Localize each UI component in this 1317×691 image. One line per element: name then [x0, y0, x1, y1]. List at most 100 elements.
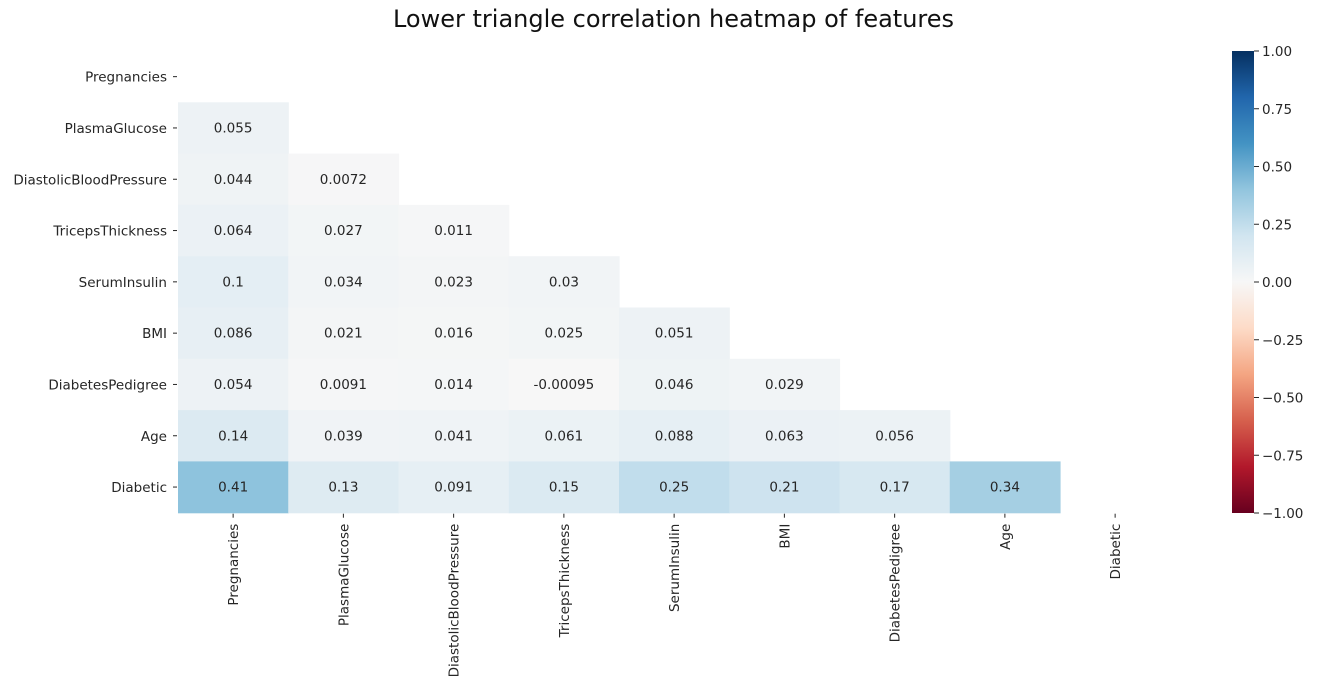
heatmap-cell-diastolicbloodpressure-pregnancies [178, 153, 289, 206]
cell-value-label: 0.014 [434, 377, 473, 393]
heatmap-cell-diabetic-tricepsthickness [508, 461, 620, 514]
cell-value-label: 0.17 [880, 480, 910, 496]
x-tick-label-plasmaglucose: PlasmaGlucose [336, 524, 352, 626]
heatmap-cell-diabetic-diastolicbloodpressure [398, 461, 510, 514]
heatmap-cell-diabetespedigree-bmi [729, 358, 841, 411]
heatmap-cell-seruminsulin-pregnancies [178, 256, 289, 309]
heatmap-cell-bmi-diastolicbloodpressure [398, 307, 510, 360]
cell-value-label: 0.14 [218, 428, 248, 444]
cell-value-label: 0.061 [545, 428, 584, 444]
colorbar-tick-label: 0.25 [1262, 217, 1292, 233]
heatmap-cell-age-tricepsthickness [508, 410, 620, 462]
cell-value-label: 0.0072 [320, 172, 367, 188]
heatmap-cell-diabetespedigree-pregnancies [178, 358, 289, 411]
heatmap-cell-tricepsthickness-diastolicbloodpressure [398, 204, 510, 257]
heatmap-cells: 0.055 0.044 0.0072 0.064 0.027 0.011 0.1 0.034 0… [178, 102, 1061, 514]
cell-value-label: 0.34 [990, 480, 1020, 496]
cell-value-label: 0.027 [324, 223, 363, 239]
cell-value-label: 0.021 [324, 326, 363, 342]
heatmap-cell-diabetespedigree-plasmaglucose [288, 358, 400, 411]
cell-value-label: 0.064 [214, 223, 253, 239]
x-tick-label-seruminsulin: SerumInsulin [667, 524, 683, 612]
heatmap-cell-age-diabetespedigree [839, 410, 951, 462]
cell-value-label: 0.025 [545, 326, 584, 342]
heatmap-cell-age-diastolicbloodpressure [398, 410, 510, 462]
cell-value-label: 0.41 [218, 480, 248, 496]
x-tick-label-bmi: BMI [777, 524, 793, 549]
cell-value-label: 0.0091 [320, 377, 367, 393]
heatmap-cell-tricepsthickness-plasmaglucose [288, 204, 400, 257]
cell-value-label: 0.13 [328, 480, 358, 496]
y-tick-label-seruminsulin: SerumInsulin [79, 275, 167, 291]
cell-value-label: 0.041 [434, 428, 473, 444]
heatmap-cell-diabetespedigree-tricepsthickness [508, 358, 620, 411]
cell-value-label: 0.046 [655, 377, 694, 393]
heatmap-cell-diabetic-bmi [729, 461, 841, 514]
heatmap-cell-diabetic-seruminsulin [619, 461, 730, 514]
cell-value-label: 0.091 [434, 480, 473, 496]
colorbar-tick-label: −1.00 [1262, 506, 1303, 522]
heatmap-cell-diabetic-diabetespedigree [839, 461, 951, 514]
colorbar-tick-label: 1.00 [1262, 44, 1292, 60]
cell-value-label: 0.03 [549, 274, 579, 290]
heatmap-cell-seruminsulin-tricepsthickness [508, 256, 620, 309]
colorbar-tick-label: −0.50 [1262, 391, 1303, 407]
heatmap-cell-bmi-seruminsulin [619, 307, 730, 360]
cell-value-label: 0.063 [765, 428, 804, 444]
colorbar-tick-label: −0.25 [1262, 333, 1303, 349]
x-axis-tick-labels: Pregnancies PlasmaGlucose DiastolicBloodPr… [226, 513, 1124, 678]
heatmap-cell-age-pregnancies [178, 410, 289, 462]
cell-value-label: 0.086 [214, 326, 253, 342]
cell-value-label: 0.054 [214, 377, 253, 393]
y-tick-label-tricepsthickness: TricepsThickness [52, 224, 167, 240]
cell-value-label: -0.00095 [534, 377, 595, 393]
cell-value-label: 0.044 [214, 172, 253, 188]
heatmap-cell-diabetespedigree-diastolicbloodpressure [398, 358, 510, 411]
heatmap-cell-bmi-plasmaglucose [288, 307, 400, 360]
cell-value-label: 0.016 [434, 326, 473, 342]
cell-value-label: 0.051 [655, 326, 694, 342]
colorbar-tick-label: 0.50 [1262, 160, 1292, 176]
heatmap-cell-seruminsulin-diastolicbloodpressure [398, 256, 510, 309]
heatmap-cell-diabetic-pregnancies [178, 461, 289, 514]
heatmap-cell-diastolicbloodpressure-plasmaglucose [288, 153, 400, 206]
heatmap-cell-tricepsthickness-pregnancies [178, 204, 289, 257]
cell-value-label: 0.15 [549, 480, 579, 496]
colorbar-tick-label: −0.75 [1262, 448, 1303, 464]
x-tick-label-diabetic: Diabetic [1108, 524, 1124, 580]
cell-value-label: 0.029 [765, 377, 804, 393]
cell-value-label: 0.056 [875, 428, 914, 444]
x-tick-label-age: Age [998, 524, 1014, 550]
colorbar-gradient [1232, 51, 1254, 513]
heatmap-cell-plasmaglucose-pregnancies [178, 102, 289, 155]
chart-title: Lower triangle correlation heatmap of fe… [392, 5, 955, 33]
y-tick-label-pregnancies: Pregnancies [85, 70, 167, 86]
y-tick-label-bmi: BMI [142, 326, 167, 342]
x-tick-label-pregnancies: Pregnancies [226, 524, 242, 606]
colorbar-tick-label: 0.75 [1262, 102, 1292, 118]
x-tick-label-diabetespedigree: DiabetesPedigree [888, 524, 904, 643]
y-tick-label-plasmaglucose: PlasmaGlucose [65, 121, 167, 137]
cell-value-label: 0.055 [214, 120, 253, 136]
cell-value-label: 0.034 [324, 274, 363, 290]
cell-value-label: 0.25 [659, 480, 689, 496]
x-tick-label-diastolicbloodpressure: DiastolicBloodPressure [447, 524, 463, 678]
y-tick-label-age: Age [141, 429, 167, 445]
cell-value-label: 0.1 [222, 274, 243, 290]
heatmap-cell-diabetic-plasmaglucose [288, 461, 400, 514]
heatmap-cell-diabetic-age [949, 461, 1061, 514]
cell-value-label: 0.023 [434, 274, 473, 290]
heatmap-cell-age-bmi [729, 410, 841, 462]
x-tick-label-tricepsthickness: TricepsThickness [557, 524, 573, 639]
heatmap-cell-bmi-tricepsthickness [508, 307, 620, 360]
y-tick-label-diabetic: Diabetic [111, 480, 167, 496]
heatmap-cell-age-seruminsulin [619, 410, 730, 462]
cell-value-label: 0.21 [769, 480, 799, 496]
heatmap-cell-bmi-pregnancies [178, 307, 289, 360]
heatmap-cell-diabetespedigree-seruminsulin [619, 358, 730, 411]
heatmap-cell-seruminsulin-plasmaglucose [288, 256, 400, 309]
cell-value-label: 0.011 [434, 223, 473, 239]
y-tick-label-diabetespedigree: DiabetesPedigree [48, 377, 167, 393]
colorbar-tick-label: 0.00 [1262, 275, 1292, 291]
